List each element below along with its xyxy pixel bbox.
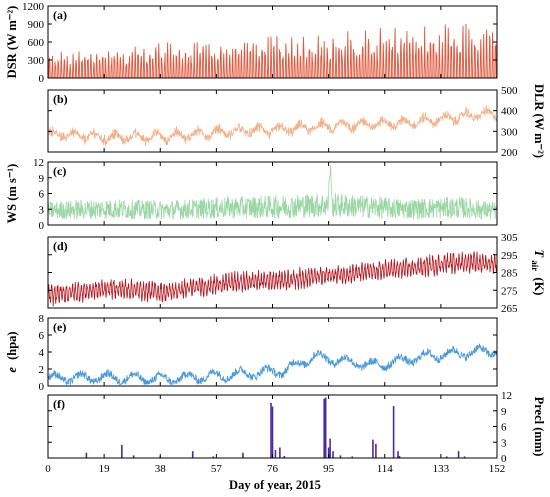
panel-b-yticks: 200 300 400 500 [48, 85, 518, 159]
x-tick-label: 57 [211, 463, 223, 475]
panel-e-ylabel-main: e [5, 367, 19, 373]
y-tick-label: 3 [39, 204, 45, 216]
y-tick-label: 8 [39, 313, 45, 325]
panel-f-xticks [47, 395, 498, 458]
y-tick-label: 300 [501, 126, 518, 138]
panel-e-frame [47, 317, 498, 387]
x-tick-label: 76 [267, 463, 279, 475]
panel-d-ylabel-main: T [532, 250, 546, 259]
y-tick-label: 0 [39, 220, 45, 232]
panel-f-ylabel: Precl (mm) [532, 397, 546, 457]
series-line [47, 104, 498, 146]
x-tick-labels: 0 19 38 57 76 95 114 133 152 [45, 463, 505, 475]
panel-c-yticks: 0 3 6 9 12 [33, 157, 497, 232]
x-axis-label: Day of year, 2015 [229, 478, 321, 492]
series-line [47, 343, 498, 386]
y-tick-label: 9 [501, 406, 507, 418]
panel-e-yticks: 0 2 4 6 8 [39, 313, 497, 393]
panel-c-label: (c) [53, 164, 66, 178]
panel-b-xticks [47, 90, 498, 152]
x-tick-label: 19 [99, 463, 111, 475]
panel-d-label: (d) [53, 239, 68, 253]
panel-d-ylabel-unit: (K) [532, 277, 546, 295]
y-tick-label: 1200 [22, 1, 45, 13]
panel-f: 0 3 6 9 12 (f) Precl (mm) [47, 390, 546, 465]
y-tick-label: 12 [33, 157, 44, 169]
panel-b-label: (b) [53, 92, 68, 106]
panel-b: 200 300 400 500 (b) DLR (W m⁻²) [47, 84, 546, 159]
panel-a-label: (a) [53, 8, 67, 22]
x-tick-label: 152 [489, 463, 506, 475]
y-tick-label: 0 [39, 381, 45, 393]
panel-d-yticks: 265 275 285 295 305 [48, 232, 518, 315]
panel-d-series [47, 251, 498, 307]
panel-b-ylabel: DLR (W m⁻²) [532, 84, 546, 158]
y-tick-label: 285 [501, 268, 518, 280]
y-tick-label: 400 [501, 106, 518, 118]
y-tick-label: 12 [501, 390, 512, 402]
panel-a-series [48, 24, 497, 79]
y-tick-label: 0 [39, 73, 45, 85]
y-tick-label: 300 [28, 55, 45, 67]
y-tick-label: 6 [39, 330, 45, 342]
x-tick-label: 0 [45, 463, 51, 475]
x-tick-label: 38 [155, 463, 167, 475]
panel-a: 0 300 600 900 1200 (a) DSR (W m⁻²) [5, 1, 498, 85]
y-tick-label: 0 [501, 453, 507, 465]
panel-e-xticks [47, 318, 498, 386]
panel-d-xticks [47, 237, 498, 308]
panel-b-series [47, 104, 498, 146]
panel-e: 0 2 4 6 8 (e) e (hpa) [5, 313, 498, 393]
panel-e-series [47, 343, 498, 386]
y-tick-label: 295 [501, 250, 518, 262]
panel-f-label: (f) [53, 397, 65, 411]
y-tick-label: 9 [39, 173, 45, 185]
y-tick-label: 305 [501, 232, 518, 244]
panel-f-yticks: 0 3 6 9 12 [48, 390, 512, 465]
panel-c-ylabel: WS (m s⁻¹) [5, 164, 19, 224]
panel-d: 265 275 285 295 305 (d) T air (K) [47, 232, 546, 315]
y-tick-label: 4 [39, 347, 45, 359]
panel-e-label: (e) [53, 320, 66, 334]
panel-c-xticks [47, 162, 498, 225]
y-tick-label: 200 [501, 147, 518, 159]
y-tick-label: 3 [501, 437, 507, 449]
y-tick-label: 500 [501, 85, 518, 97]
y-tick-label: 6 [39, 189, 45, 201]
panel-a-yticks: 0 300 600 900 1200 [22, 1, 497, 85]
y-tick-label: 265 [501, 303, 518, 315]
panel-d-ylabel-sub: air [530, 260, 540, 271]
panel-d-ylabel: T air (K) [529, 250, 546, 296]
panel-a-xticks [47, 6, 498, 78]
series-line [48, 24, 497, 79]
y-tick-label: 900 [28, 19, 45, 31]
panel-c-series [47, 164, 498, 221]
y-tick-label: 600 [28, 37, 45, 49]
panel-c: 0 3 6 9 12 (c) WS (m s⁻¹) [5, 157, 498, 232]
x-tick-label: 133 [433, 463, 450, 475]
series-line [47, 164, 498, 221]
x-tick-label: 114 [377, 463, 394, 475]
y-tick-label: 2 [39, 364, 45, 376]
y-tick-label: 6 [501, 422, 507, 434]
x-tick-label: 95 [323, 463, 335, 475]
panel-e-ylabel-unit: (hpa) [5, 331, 19, 359]
panel-f-series [85, 397, 466, 458]
y-tick-label: 275 [501, 285, 518, 297]
series-line [47, 251, 498, 307]
panel-e-ylabel: e (hpa) [5, 331, 19, 372]
panel-a-ylabel: DSR (W m⁻²) [5, 6, 19, 79]
